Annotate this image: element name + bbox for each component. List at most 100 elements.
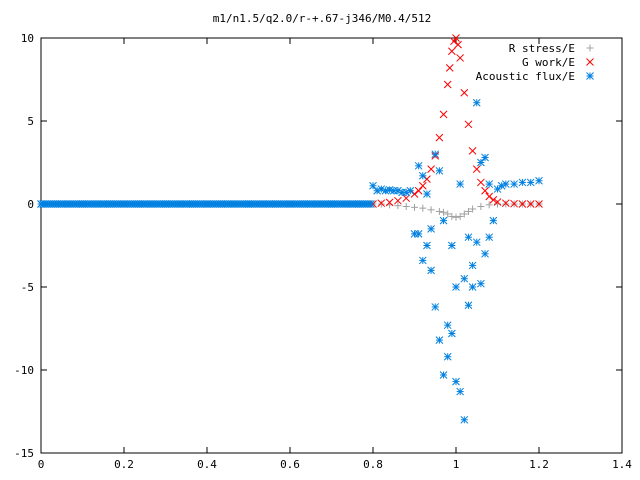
data-point [447, 241, 456, 250]
plot-area [40, 37, 623, 454]
data-point [385, 198, 394, 207]
data-point [477, 178, 485, 187]
data-point [460, 88, 469, 97]
x-tick-label: 1 [453, 458, 460, 471]
data-point [489, 195, 498, 204]
data-point [448, 212, 456, 220]
data-point [435, 336, 444, 344]
data-point [460, 274, 469, 283]
data-point [485, 192, 494, 201]
data-point [423, 175, 431, 183]
data-point [444, 210, 452, 218]
data-point [418, 181, 427, 190]
data-point [469, 205, 477, 213]
data-point [423, 190, 431, 198]
legend-label: R stress/E [509, 42, 575, 55]
data-point [418, 171, 427, 180]
data-point [394, 186, 402, 195]
data-point [454, 40, 462, 49]
data-point [411, 203, 418, 211]
x-tick-label: 1.4 [612, 458, 632, 471]
y-tick-label: -5 [21, 281, 34, 294]
x-tick-label: 0.8 [363, 458, 383, 471]
data-point [414, 230, 423, 238]
data-point [518, 178, 527, 187]
data-point [447, 47, 456, 56]
data-point [501, 199, 510, 208]
data-point [443, 80, 452, 89]
data-point [485, 233, 494, 242]
data-point [439, 110, 448, 119]
data-point [452, 213, 460, 221]
data-point [526, 200, 535, 208]
data-point [406, 186, 415, 195]
data-point [460, 415, 469, 424]
data-point [464, 120, 473, 129]
data-point [468, 283, 477, 291]
data-point [410, 190, 419, 198]
data-point [377, 199, 386, 208]
data-point [443, 352, 452, 361]
data-point [440, 208, 448, 216]
data-point [535, 176, 543, 185]
data-point [452, 34, 460, 42]
data-point [427, 165, 435, 173]
data-point [481, 153, 489, 162]
x-tick-label: 0.2 [114, 458, 134, 471]
data-point [497, 181, 506, 190]
data-point [435, 133, 444, 142]
data-point [526, 178, 535, 187]
data-point [464, 233, 473, 242]
x-tick-label: 0 [38, 458, 45, 471]
data-point [445, 64, 454, 72]
data-point [493, 185, 502, 193]
data-point [414, 161, 423, 170]
data-point [367, 200, 375, 208]
legend-label: Acoustic flux/E [476, 70, 575, 83]
data-point [535, 200, 543, 208]
y-tick-label: 10 [21, 32, 34, 45]
data-point [501, 180, 510, 188]
data-point [481, 186, 489, 195]
data-point [450, 37, 458, 46]
data-point [464, 301, 473, 310]
data-point [452, 377, 460, 386]
data-point [468, 261, 477, 270]
series-1 [369, 34, 543, 208]
data-point [468, 147, 477, 155]
data-point [423, 241, 431, 250]
legend-marker [586, 58, 594, 66]
data-point [481, 249, 489, 258]
data-point [510, 199, 518, 208]
data-point [485, 201, 493, 209]
data-point [472, 165, 481, 173]
data-point [427, 206, 435, 214]
data-point [489, 216, 498, 225]
axis-ticks: 0 0.2 0.4 0.6 0.8 1 1.2 1.4 -15 -10 -5 0 5 10 [14, 32, 632, 471]
data-point [431, 150, 440, 159]
data-point [439, 371, 448, 379]
data-point [427, 266, 435, 275]
legend-label: G work/E [522, 56, 575, 69]
data-point [502, 200, 510, 208]
data-point [435, 207, 443, 215]
data-point [394, 196, 402, 205]
data-point [510, 180, 518, 188]
x-tick-label: 0.4 [197, 458, 217, 471]
data-point [419, 204, 427, 212]
data-point [477, 202, 485, 210]
series-2 [37, 98, 543, 424]
chart-title: m1/n1.5/q2.0/r-+.67-j346/M0.4/512 [213, 12, 432, 25]
data-point [447, 329, 456, 338]
data-point [402, 202, 410, 210]
data-point [369, 181, 377, 190]
data-point [402, 194, 411, 203]
data-point [414, 186, 423, 195]
data-point [472, 238, 481, 247]
data-point [485, 180, 494, 188]
data-point [477, 279, 485, 288]
data-point [452, 283, 460, 291]
data-point [377, 185, 386, 193]
